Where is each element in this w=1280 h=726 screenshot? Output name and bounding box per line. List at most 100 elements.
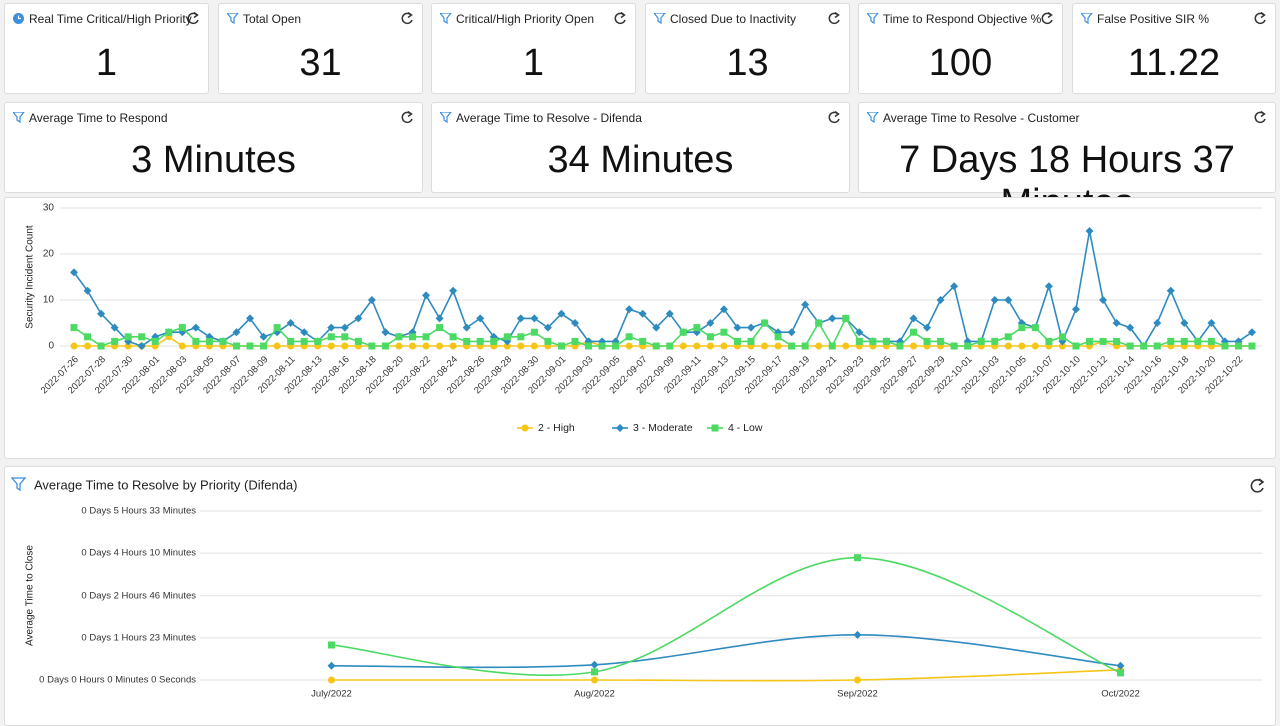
y-tick-label: 0 Days 2 Hours 46 Minutes — [81, 590, 196, 601]
kpi-card[interactable]: Average Time to Resolve - Customer 7 Days… — [858, 102, 1276, 224]
refresh-icon[interactable] — [1254, 111, 1267, 125]
data-point — [828, 314, 837, 323]
data-point — [327, 333, 335, 341]
refresh-icon[interactable] — [1254, 12, 1267, 26]
data-point — [1126, 342, 1134, 350]
data-point — [521, 424, 529, 432]
x-tick-label: Sep/2022 — [837, 689, 878, 700]
data-point — [747, 337, 755, 345]
data-point — [1086, 337, 1094, 345]
kpi-card[interactable]: False Positive SIR % 11.22 — [1072, 3, 1276, 94]
data-point — [273, 342, 281, 350]
refresh-icon[interactable] — [1041, 12, 1054, 26]
data-point — [1248, 328, 1256, 337]
legend-label: 2 - High — [538, 422, 575, 434]
data-point — [842, 314, 850, 322]
data-point — [855, 337, 863, 345]
x-tick-label: Aug/2022 — [574, 689, 615, 700]
refresh-icon[interactable] — [828, 111, 841, 125]
kpi-card[interactable]: Closed Due to Inactivity 13 — [645, 3, 850, 94]
filter-icon[interactable] — [1081, 13, 1093, 25]
data-point — [869, 337, 877, 345]
data-point — [570, 319, 579, 327]
filter-icon[interactable] — [227, 13, 239, 25]
card-value: 100 — [928, 42, 993, 84]
data-point — [490, 337, 498, 345]
data-point — [815, 342, 823, 350]
data-point — [950, 282, 959, 291]
data-point — [124, 333, 132, 341]
kpi-card[interactable]: Average Time to Respond 3 Minutes — [4, 102, 423, 193]
filter-icon[interactable] — [654, 13, 666, 25]
data-point — [679, 328, 687, 336]
data-point — [1221, 342, 1229, 350]
filter-icon[interactable] — [13, 112, 25, 124]
data-point — [1167, 337, 1175, 345]
x-tick-label: Oct/2022 — [1101, 689, 1140, 700]
data-point — [260, 342, 268, 350]
y-tick-label: 0 Days 1 Hours 23 Minutes — [81, 632, 196, 643]
data-point — [516, 314, 525, 323]
data-point — [706, 319, 715, 327]
card-title: Critical/High Priority Open — [456, 12, 595, 26]
refresh-icon[interactable] — [614, 12, 627, 26]
kpi-card[interactable]: Critical/High Priority Open 1 — [431, 3, 636, 94]
data-point — [287, 337, 295, 345]
data-point — [300, 328, 309, 337]
data-point — [205, 337, 213, 345]
card-title: Total Open — [243, 12, 302, 26]
data-point — [476, 314, 485, 323]
data-point — [854, 554, 861, 562]
data-point — [1031, 324, 1039, 332]
data-point — [327, 661, 336, 670]
data-point — [328, 641, 335, 649]
data-point — [544, 337, 552, 345]
data-point — [788, 342, 796, 350]
filter-icon[interactable] — [867, 13, 879, 25]
data-point — [937, 337, 945, 345]
filter-icon[interactable] — [440, 112, 452, 124]
data-point — [70, 342, 78, 350]
series-line — [73, 230, 1253, 348]
card-title: Average Time to Resolve - Difenda — [456, 111, 642, 125]
data-point — [178, 324, 186, 332]
data-point — [328, 676, 335, 684]
data-point — [449, 333, 457, 341]
data-point — [1085, 227, 1094, 235]
refresh-icon[interactable] — [1250, 478, 1265, 493]
series-line — [73, 316, 1252, 348]
clock-icon[interactable] — [13, 13, 25, 25]
data-point — [652, 342, 660, 350]
data-point — [638, 309, 647, 318]
data-point — [787, 328, 796, 337]
refresh-icon[interactable] — [401, 111, 414, 125]
refresh-icon[interactable] — [187, 12, 200, 26]
data-point — [124, 342, 132, 350]
filter-icon[interactable] — [440, 13, 452, 25]
data-point — [503, 342, 511, 350]
data-point — [435, 314, 444, 323]
kpi-card[interactable]: Average Time to Resolve - Difenda 34 Minu… — [431, 102, 850, 193]
data-point — [666, 342, 674, 350]
refresh-icon[interactable] — [828, 12, 841, 26]
data-point — [449, 286, 458, 295]
kpi-card[interactable]: Real Time Critical/High Priority 1 — [4, 3, 209, 94]
card-value: 1 — [522, 42, 545, 84]
data-point — [625, 305, 634, 314]
data-point — [395, 342, 403, 350]
refresh-icon[interactable] — [401, 12, 414, 26]
data-point — [639, 337, 647, 345]
data-point — [591, 676, 598, 684]
kpi-card[interactable]: Time to Respond Objective % 100 — [858, 3, 1063, 94]
data-point — [354, 314, 363, 323]
data-point — [1099, 296, 1108, 304]
y-tick-label: 0 — [48, 341, 54, 352]
data-point — [598, 342, 606, 350]
data-point — [854, 676, 861, 684]
filter-icon[interactable] — [867, 112, 879, 124]
kpi-card[interactable]: Total Open 31 — [218, 3, 423, 94]
y-tick-label: 20 — [43, 249, 55, 260]
filter-icon[interactable] — [10, 477, 27, 492]
